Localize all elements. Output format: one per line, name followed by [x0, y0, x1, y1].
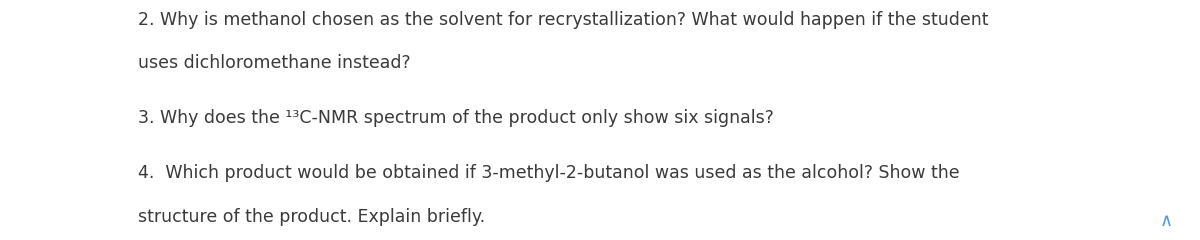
Text: uses dichloromethane instead?: uses dichloromethane instead?: [138, 54, 410, 72]
Text: 4.  Which product would be obtained if 3-methyl-2-butanol was used as the alcoho: 4. Which product would be obtained if 3-…: [138, 164, 960, 182]
Text: 2. Why is methanol chosen as the solvent for recrystallization? What would happe: 2. Why is methanol chosen as the solvent…: [138, 11, 989, 29]
Text: ∧: ∧: [1159, 212, 1172, 230]
Text: 3. Why does the ¹³C-NMR spectrum of the product only show six signals?: 3. Why does the ¹³C-NMR spectrum of the …: [138, 109, 774, 127]
Text: structure of the product. Explain briefly.: structure of the product. Explain briefl…: [138, 208, 485, 226]
